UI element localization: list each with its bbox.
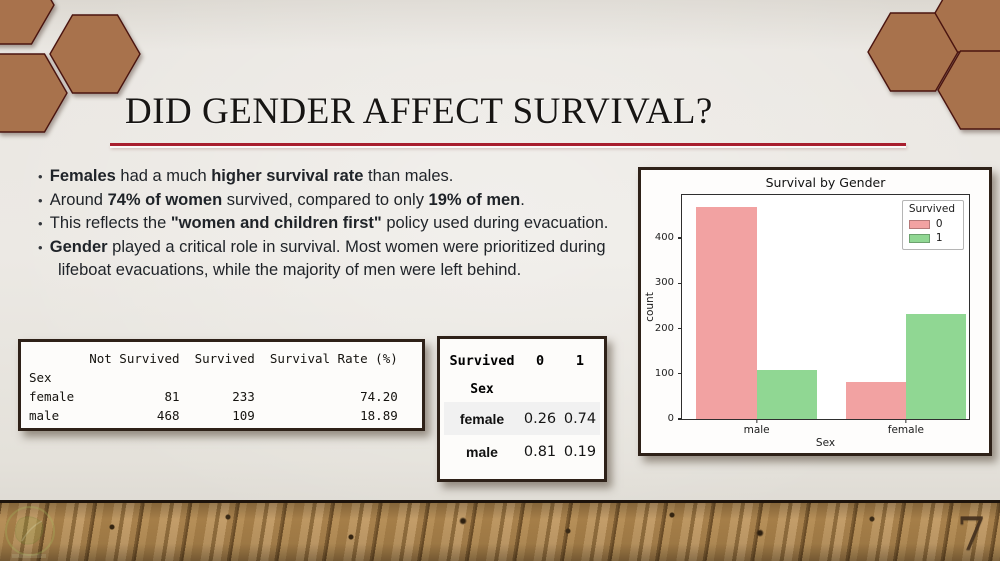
y-tick-mark [678, 373, 682, 375]
y-tick-label: 0 [667, 413, 674, 424]
chart-plot-area: count Sex Survived 0 1 0 100 200 300 400 male f… [644, 194, 970, 449]
survival-crosstab-table: Survived 0 1 Sex female 0.26 0.74 male 0.81 0.19 [437, 336, 607, 482]
crosstab-value: 0.74 [563, 410, 597, 427]
bullet-item: • Females had a much higher survival rat… [38, 167, 454, 185]
x-tick-mark [905, 419, 907, 423]
bullet-item: • Around 74% of women survived, compared… [38, 190, 525, 209]
bullet-marker: • [38, 169, 50, 184]
page-number: 7 [956, 507, 986, 561]
crosstab-header-cell: Survived [449, 352, 515, 369]
legend-swatch [908, 233, 930, 243]
legend-title: Survived [908, 203, 955, 215]
crosstab-row-label: male [466, 443, 498, 460]
legend-label: 0 [935, 218, 943, 230]
crosstab-value: 0.26 [523, 410, 557, 427]
title-block: DID GENDER AFFECT SURVIVAL? [125, 90, 713, 133]
legend-entry: 1 [908, 231, 955, 245]
survival-summary-table: Not Survived Survived Survival Rate (%) S… [18, 339, 425, 431]
y-tick-label: 300 [654, 277, 674, 289]
y-tick-mark [678, 327, 682, 330]
bullet-item: • Gender played a critical role in survi… [38, 237, 606, 280]
title-underline [110, 143, 906, 146]
survival-chart: Survival by Gender count Sex Survived 0 1… [638, 167, 992, 456]
y-tick-label: 200 [654, 322, 674, 334]
bullet-list: • Females had a much higher survival rat… [30, 165, 648, 283]
chart-legend: Survived 0 1 [901, 200, 964, 250]
x-tick-mark [755, 419, 758, 423]
y-tick-label: 100 [654, 367, 674, 379]
watermark-logo [5, 506, 55, 558]
x-tick-label: male [743, 424, 770, 436]
bullet-marker: • [38, 192, 50, 208]
y-tick-mark [678, 237, 682, 239]
bar-female-survived-1 [905, 313, 967, 419]
crosstab-header-cell: 0 [535, 352, 545, 369]
bullet-marker: • [38, 239, 50, 255]
bar-male-survived-1 [756, 369, 817, 419]
crosstab: Survived 0 1 Sex female 0.26 0.74 male 0.81 0.19 [444, 345, 600, 468]
bullet-item: • This reflects the "women and children … [38, 214, 609, 232]
crosstab-row: female 0.26 0.74 [444, 402, 600, 435]
summary-table-text: Not Survived Survived Survival Rate (%) S… [29, 349, 414, 425]
crosstab-value: 0.19 [563, 443, 597, 460]
x-tick-label: female [887, 424, 924, 436]
crosstab-index-label: Sex [470, 381, 494, 397]
summary-table-line: Not Survived Survived Survival Rate (%) [29, 351, 398, 366]
x-axis-label: Sex [815, 437, 836, 449]
summary-table-line: female 81 233 74.20 [29, 389, 398, 404]
hexagon-decoration-top-right [867, 0, 1000, 130]
y-tick-mark [678, 282, 682, 284]
legend-entry: 0 [908, 217, 955, 231]
crosstab-row-label: female [459, 410, 505, 427]
chart-title: Survival by Gender [765, 175, 886, 190]
bar-female-survived-0 [845, 382, 906, 419]
page-title: DID GENDER AFFECT SURVIVAL? [125, 91, 713, 132]
y-tick-mark [678, 418, 682, 420]
wood-floor: 7 [0, 500, 1000, 561]
summary-table-line: Sex [29, 370, 52, 385]
crosstab-value: 0.81 [523, 443, 557, 460]
crosstab-row: male 0.81 0.19 [444, 435, 600, 468]
hexagon-decoration-top-left [0, 0, 141, 133]
legend-label: 1 [935, 232, 943, 244]
bullet-marker: • [38, 216, 50, 231]
y-tick-label: 400 [654, 232, 674, 243]
y-axis-label: count [644, 292, 656, 322]
legend-swatch [908, 219, 930, 229]
summary-table-line: male 468 109 18.89 [29, 408, 398, 423]
bar-male-survived-0 [696, 207, 757, 419]
crosstab-header-cell: 1 [575, 352, 585, 369]
